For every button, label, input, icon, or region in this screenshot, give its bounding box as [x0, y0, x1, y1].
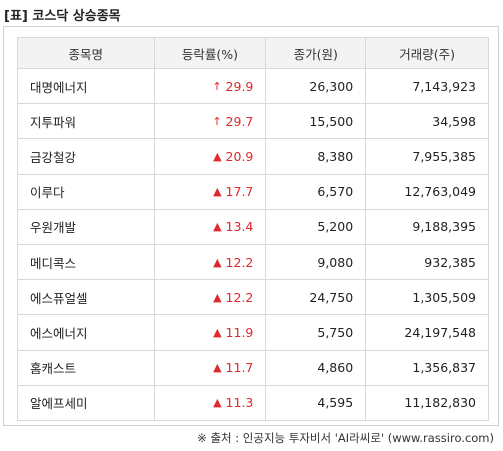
header-close-price: 종가(원) — [265, 37, 367, 69]
volume: 24,197,548 — [365, 314, 489, 351]
change-rate-value: 29.7 — [225, 113, 254, 129]
table-title: [표] 코스닥 상승종목 — [4, 9, 121, 24]
stock-name: 홈캐스트 — [17, 349, 155, 386]
change-rate-cell: ▲ 11.7 — [153, 349, 267, 386]
thin-up-arrow-icon: ↑ — [212, 79, 222, 93]
change-rate-cell: ▲ 12.2 — [153, 279, 267, 316]
volume: 1,305,509 — [365, 279, 489, 316]
table-header-row: 종목명 등락률(%) 종가(원) 거래량(주) — [17, 37, 489, 69]
table-row: 메디콕스 ▲ 12.2 9,080 932,385 — [17, 243, 489, 281]
stock-name: 에스퓨얼셀 — [17, 279, 155, 316]
up-triangle-icon: ▲ — [213, 290, 222, 304]
thin-up-arrow-icon: ↑ — [212, 114, 222, 128]
stock-name: 에스에너지 — [17, 314, 155, 351]
change-rate-value: 11.3 — [225, 395, 254, 411]
stock-name: 이루다 — [17, 173, 155, 210]
volume: 12,763,049 — [365, 173, 489, 210]
stock-name: 우원개발 — [17, 208, 155, 245]
close-price: 26,300 — [265, 67, 367, 105]
header-volume: 거래량(주) — [365, 37, 489, 69]
change-rate-cell: ↑ 29.7 — [153, 103, 267, 140]
change-rate-value: 20.9 — [225, 148, 254, 164]
up-triangle-icon: ▲ — [213, 149, 222, 163]
header-change-rate: 등락률(%) — [153, 37, 267, 69]
change-rate-cell: ▲ 11.9 — [153, 314, 267, 351]
change-rate-cell: ↑ 29.9 — [153, 67, 267, 105]
table-row: 알에프세미 ▲ 11.3 4,595 11,182,830 — [17, 384, 489, 421]
volume: 1,356,837 — [365, 349, 489, 386]
volume: 7,955,385 — [365, 138, 489, 175]
close-price: 15,500 — [265, 103, 367, 140]
up-triangle-icon: ▲ — [213, 361, 222, 375]
table-row: 대명에너지 ↑ 29.9 26,300 7,143,923 — [17, 67, 489, 105]
close-price: 6,570 — [265, 173, 367, 210]
header-stock-name: 종목명 — [17, 37, 155, 69]
close-price: 9,080 — [265, 243, 367, 281]
up-triangle-icon: ▲ — [213, 255, 222, 269]
stock-name: 메디콕스 — [17, 243, 155, 281]
kosdaq-gainers-table: 종목명 등락률(%) 종가(원) 거래량(주) 대명에너지 ↑ 29.9 26,300… — [17, 37, 489, 421]
table-row: 에스에너지 ▲ 11.9 5,750 24,197,548 — [17, 314, 489, 351]
change-rate-value: 12.2 — [225, 289, 254, 305]
change-rate-value: 11.9 — [225, 324, 254, 340]
table-frame: 종목명 등락률(%) 종가(원) 거래량(주) 대명에너지 ↑ 29.9 26,300… — [3, 26, 499, 426]
change-rate-cell: ▲ 12.2 — [153, 243, 267, 281]
up-triangle-icon: ▲ — [213, 325, 222, 339]
volume: 7,143,923 — [365, 67, 489, 105]
change-rate-cell: ▲ 11.3 — [153, 384, 267, 421]
volume: 34,598 — [365, 103, 489, 140]
stock-name: 지투파워 — [17, 103, 155, 140]
change-rate-value: 17.7 — [225, 184, 254, 200]
change-rate-value: 12.2 — [225, 254, 254, 270]
volume: 932,385 — [365, 243, 489, 281]
table-row: 지투파워 ↑ 29.7 15,500 34,598 — [17, 103, 489, 140]
volume: 11,182,830 — [365, 384, 489, 421]
change-rate-value: 11.7 — [225, 360, 254, 376]
change-rate-value: 13.4 — [225, 219, 254, 235]
close-price: 4,860 — [265, 349, 367, 386]
table-row: 우원개발 ▲ 13.4 5,200 9,188,395 — [17, 208, 489, 245]
close-price: 5,200 — [265, 208, 367, 245]
source-note: ※ 출처 : 인공지능 투자비서 'AI라씨로' (www.rassiro.co… — [197, 431, 494, 445]
close-price: 4,595 — [265, 384, 367, 421]
change-rate-value: 29.9 — [225, 78, 254, 94]
up-triangle-icon: ▲ — [213, 396, 222, 410]
table-row: 이루다 ▲ 17.7 6,570 12,763,049 — [17, 173, 489, 210]
stock-name: 금강철강 — [17, 138, 155, 175]
table-row: 에스퓨얼셀 ▲ 12.2 24,750 1,305,509 — [17, 279, 489, 316]
stock-name: 대명에너지 — [17, 67, 155, 105]
close-price: 24,750 — [265, 279, 367, 316]
change-rate-cell: ▲ 13.4 — [153, 208, 267, 245]
change-rate-cell: ▲ 20.9 — [153, 138, 267, 175]
close-price: 8,380 — [265, 138, 367, 175]
up-triangle-icon: ▲ — [213, 185, 222, 199]
change-rate-cell: ▲ 17.7 — [153, 173, 267, 210]
table-row: 금강철강 ▲ 20.9 8,380 7,955,385 — [17, 138, 489, 175]
close-price: 5,750 — [265, 314, 367, 351]
table-row: 홈캐스트 ▲ 11.7 4,860 1,356,837 — [17, 349, 489, 386]
stock-name: 알에프세미 — [17, 384, 155, 421]
up-triangle-icon: ▲ — [213, 220, 222, 234]
volume: 9,188,395 — [365, 208, 489, 245]
